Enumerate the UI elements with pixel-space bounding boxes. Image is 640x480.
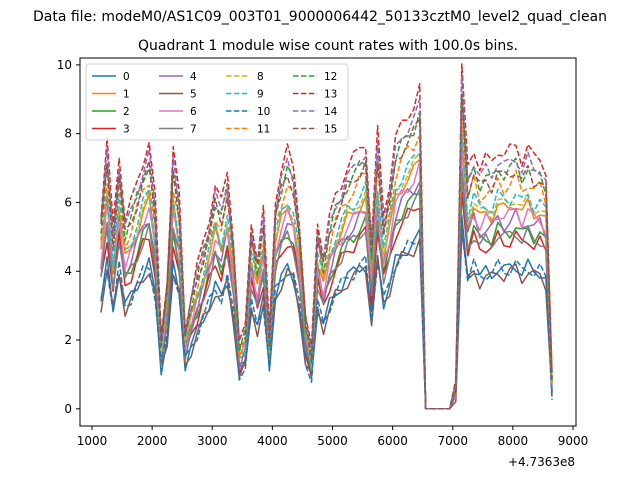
legend-label-15: 15 — [324, 124, 337, 136]
series-line-3 — [100, 191, 553, 410]
y-tick-label: 0 — [64, 402, 72, 416]
series-layer — [100, 63, 553, 410]
legend-label-0: 0 — [123, 71, 130, 83]
x-tick-label: 7000 — [437, 434, 468, 448]
x-tick-label: 9000 — [558, 434, 589, 448]
x-tick-label: 2000 — [137, 434, 168, 448]
series-line-10 — [100, 228, 553, 410]
legend-label-7: 7 — [190, 124, 197, 136]
legend-label-3: 3 — [123, 124, 130, 136]
figure-suptitle: Data file: modeM0/AS1C09_003T01_90000064… — [33, 9, 607, 25]
y-tick-label: 10 — [57, 58, 72, 72]
series-line-0 — [100, 214, 553, 410]
x-tick-label: 8000 — [498, 434, 529, 448]
x-offset-label: +4.7363e8 — [508, 455, 575, 469]
legend-label-6: 6 — [190, 106, 197, 118]
legend-label-13: 13 — [324, 89, 337, 101]
x-tick-label: 4000 — [257, 434, 288, 448]
y-tick-label: 4 — [64, 264, 72, 278]
y-tick-label: 6 — [64, 195, 72, 209]
plot-frame — [79, 57, 577, 427]
legend-label-1: 1 — [123, 89, 130, 101]
legend-box — [85, 63, 349, 141]
series-line-11 — [100, 117, 553, 410]
legend-label-10: 10 — [257, 106, 270, 118]
legend-label-4: 4 — [190, 71, 197, 83]
axis-ticks: 1000 2000 3000 4000 5000 6000 7000 8000 9000 0 2 4 6… — [57, 58, 589, 448]
legend-label-14: 14 — [324, 106, 338, 118]
legend-label-2: 2 — [123, 106, 130, 118]
legend-label-9: 9 — [257, 89, 264, 101]
x-tick-label: 1000 — [77, 434, 108, 448]
x-tick-label: 5000 — [317, 434, 348, 448]
series-line-7 — [100, 171, 553, 410]
legend-label-11: 11 — [257, 124, 270, 136]
x-tick-label: 6000 — [377, 434, 408, 448]
y-tick-label: 2 — [64, 333, 72, 347]
legend-label-8: 8 — [257, 71, 264, 83]
series-line-14 — [100, 75, 553, 410]
series-line-5 — [100, 230, 553, 410]
legend-label-12: 12 — [324, 71, 337, 83]
x-tick-label: 3000 — [197, 434, 228, 448]
chart-title: Quadrant 1 module wise count rates with … — [138, 38, 518, 54]
series-line-15 — [100, 93, 553, 410]
legend-label-5: 5 — [190, 89, 197, 101]
y-tick-label: 8 — [64, 127, 72, 141]
